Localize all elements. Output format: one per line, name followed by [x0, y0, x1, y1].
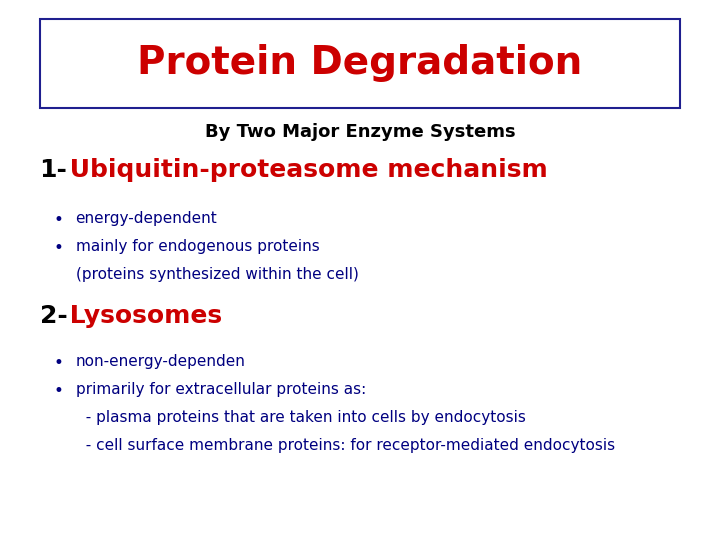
Text: (proteins synthesized within the cell): (proteins synthesized within the cell)	[76, 267, 359, 282]
Text: mainly for endogenous proteins: mainly for endogenous proteins	[76, 239, 320, 254]
Text: Protein Degradation: Protein Degradation	[138, 44, 582, 83]
Text: - plasma proteins that are taken into cells by endocytosis: - plasma proteins that are taken into ce…	[76, 410, 526, 425]
Text: •: •	[54, 239, 64, 256]
Text: non-energy-dependen: non-energy-dependen	[76, 354, 246, 369]
Text: Lysosomes: Lysosomes	[61, 304, 222, 328]
Text: 2-: 2-	[40, 304, 68, 328]
FancyBboxPatch shape	[40, 19, 680, 108]
Text: By Two Major Enzyme Systems: By Two Major Enzyme Systems	[204, 123, 516, 141]
Text: - cell surface membrane proteins: for receptor-mediated endocytosis: - cell surface membrane proteins: for re…	[76, 438, 615, 453]
Text: energy-dependent: energy-dependent	[76, 211, 217, 226]
Text: 1-: 1-	[40, 158, 68, 182]
Text: Ubiquitin-proteasome mechanism: Ubiquitin-proteasome mechanism	[61, 158, 548, 182]
Text: •: •	[54, 354, 64, 372]
Text: primarily for extracellular proteins as:: primarily for extracellular proteins as:	[76, 382, 366, 397]
Text: •: •	[54, 382, 64, 400]
Text: •: •	[54, 211, 64, 228]
